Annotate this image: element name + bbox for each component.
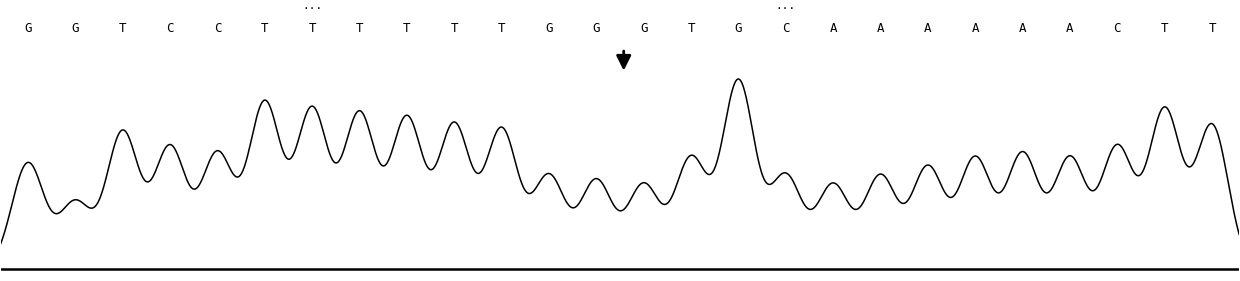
Text: G: G bbox=[72, 22, 79, 35]
Text: A: A bbox=[924, 22, 931, 35]
Text: T: T bbox=[687, 22, 694, 35]
Text: G: G bbox=[546, 22, 553, 35]
Text: C: C bbox=[213, 22, 221, 35]
Text: T: T bbox=[497, 22, 506, 35]
Text: A: A bbox=[877, 22, 884, 35]
Text: T: T bbox=[356, 22, 363, 35]
Text: A: A bbox=[1019, 22, 1027, 35]
Text: ···: ··· bbox=[776, 4, 796, 14]
Text: T: T bbox=[1208, 22, 1215, 35]
Text: A: A bbox=[1066, 22, 1074, 35]
Text: C: C bbox=[166, 22, 174, 35]
Text: T: T bbox=[119, 22, 126, 35]
Text: A: A bbox=[830, 22, 837, 35]
Text: G: G bbox=[640, 22, 647, 35]
Text: G: G bbox=[593, 22, 600, 35]
Text: C: C bbox=[782, 22, 790, 35]
Text: A: A bbox=[971, 22, 980, 35]
Text: T: T bbox=[403, 22, 410, 35]
Text: ···: ··· bbox=[303, 4, 322, 14]
Text: T: T bbox=[1161, 22, 1168, 35]
Text: T: T bbox=[260, 22, 269, 35]
Text: T: T bbox=[309, 22, 316, 35]
Text: G: G bbox=[734, 22, 743, 35]
Text: T: T bbox=[450, 22, 458, 35]
Text: C: C bbox=[1114, 22, 1121, 35]
Text: G: G bbox=[25, 22, 32, 35]
